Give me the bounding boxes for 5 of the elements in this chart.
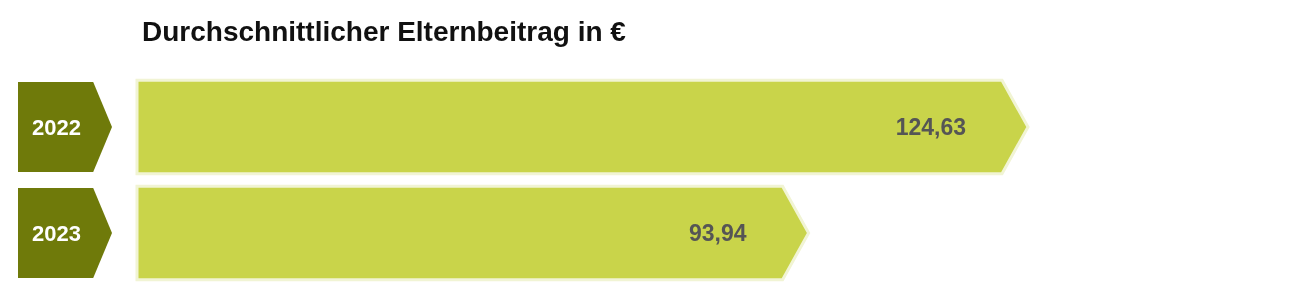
y-tick-label: 2023 [32,220,81,246]
y-tick-label: 2022 [32,114,81,140]
data-label: 93,94 [689,220,747,246]
data-label: 124,63 [895,114,966,140]
chart-title: Durchschnittlicher Elternbeitrag in € [142,15,627,47]
